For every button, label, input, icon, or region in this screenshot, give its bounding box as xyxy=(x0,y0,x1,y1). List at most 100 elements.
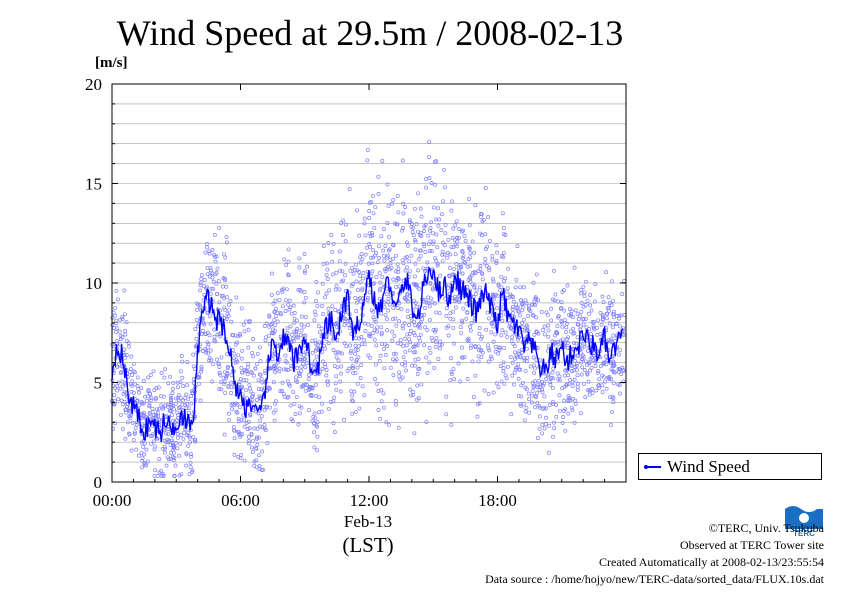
scatter-point xyxy=(313,312,318,317)
scatter-point xyxy=(272,317,277,322)
scatter-point xyxy=(137,403,142,408)
scatter-point xyxy=(152,388,157,393)
scatter-point xyxy=(544,415,548,420)
scatter-point xyxy=(214,281,219,286)
scatter-point xyxy=(122,389,127,394)
scatter-point xyxy=(284,263,289,267)
scatter-point xyxy=(339,371,343,376)
scatter-point xyxy=(169,438,174,443)
scatter-point xyxy=(407,348,412,353)
scatter-point xyxy=(592,299,597,304)
scatter-point xyxy=(354,208,359,213)
scatter-point xyxy=(456,266,461,271)
scatter-point xyxy=(273,314,278,319)
scatter-point xyxy=(391,277,396,282)
scatter-point xyxy=(575,373,580,378)
scatter-point xyxy=(587,311,591,316)
scatter-point xyxy=(331,399,336,404)
scatter-point xyxy=(501,369,506,374)
scatter-point xyxy=(263,338,268,343)
scatter-point xyxy=(216,279,221,284)
scatter-point xyxy=(378,280,383,285)
scatter-point xyxy=(470,271,475,275)
scatter-point xyxy=(118,371,123,376)
scatter-point xyxy=(229,380,234,385)
scatter-point xyxy=(217,332,222,337)
scatter-point xyxy=(617,383,622,388)
scatter-point xyxy=(270,321,275,326)
scatter-point xyxy=(448,378,453,383)
scatter-point xyxy=(530,388,535,393)
scatter-point xyxy=(321,261,326,266)
scatter-point xyxy=(375,260,380,265)
scatter-point xyxy=(127,414,132,419)
scatter-point xyxy=(247,382,252,387)
scatter-point xyxy=(571,314,576,319)
scatter-point xyxy=(556,377,561,382)
scatter-point xyxy=(538,382,543,387)
scatter-point xyxy=(338,268,343,273)
scatter-point xyxy=(307,373,312,377)
scatter-point xyxy=(316,410,321,415)
scatter-point xyxy=(424,185,429,190)
scatter-point xyxy=(443,222,448,227)
scatter-point xyxy=(255,426,260,431)
scatter-point xyxy=(168,456,173,461)
scatter-point xyxy=(609,279,614,284)
scatter-point xyxy=(352,389,357,394)
scatter-point xyxy=(118,412,123,417)
scatter-point xyxy=(428,350,433,355)
scatter-point xyxy=(217,371,222,375)
scatter-point xyxy=(597,383,601,387)
scatter-point xyxy=(434,232,439,237)
scatter-point xyxy=(456,361,461,366)
scatter-point xyxy=(462,260,467,265)
scatter-point xyxy=(225,371,230,376)
scatter-point xyxy=(382,305,387,310)
scatter-point xyxy=(424,419,429,424)
scatter-point xyxy=(194,336,199,341)
scatter-point xyxy=(362,221,367,226)
scatter-point xyxy=(367,333,372,338)
scatter-point xyxy=(468,251,473,255)
scatter-point xyxy=(617,316,622,321)
scatter-point xyxy=(311,361,316,366)
scatter-point xyxy=(395,341,400,346)
scatter-point xyxy=(575,311,580,316)
scatter-point xyxy=(310,350,315,355)
scatter-point xyxy=(222,379,227,384)
scatter-point xyxy=(450,199,454,204)
scatter-point xyxy=(585,298,590,303)
scatter-point xyxy=(194,307,199,312)
scatter-point xyxy=(221,296,226,301)
scatter-point xyxy=(363,233,368,238)
scatter-point xyxy=(434,159,439,164)
scatter-point xyxy=(559,320,564,325)
scatter-point xyxy=(451,367,456,372)
credit-source: Data source : /home/hojyo/new/TERC-data/… xyxy=(485,572,824,586)
scatter-point xyxy=(576,322,581,327)
scatter-point xyxy=(580,365,585,370)
scatter-point xyxy=(569,405,574,410)
scatter-point xyxy=(120,317,125,322)
scatter-point xyxy=(483,257,488,261)
scatter-point xyxy=(230,407,234,412)
scatter-point xyxy=(413,357,418,362)
scatter-point xyxy=(171,380,176,385)
scatter-point xyxy=(329,233,334,238)
scatter-point xyxy=(477,285,482,290)
scatter-point xyxy=(280,304,285,309)
scatter-point xyxy=(542,405,547,410)
scatter-point xyxy=(384,420,389,425)
scatter-point xyxy=(131,361,136,366)
scatter-point xyxy=(464,316,469,321)
scatter-point xyxy=(324,291,329,296)
scatter-point xyxy=(339,364,344,369)
scatter-point xyxy=(598,311,603,315)
scatter-point xyxy=(398,377,403,382)
scatter-point xyxy=(531,280,536,285)
scatter-point xyxy=(210,248,215,252)
scatter-point xyxy=(251,391,256,396)
scatter-point xyxy=(468,255,473,260)
scatter-point xyxy=(602,375,606,380)
